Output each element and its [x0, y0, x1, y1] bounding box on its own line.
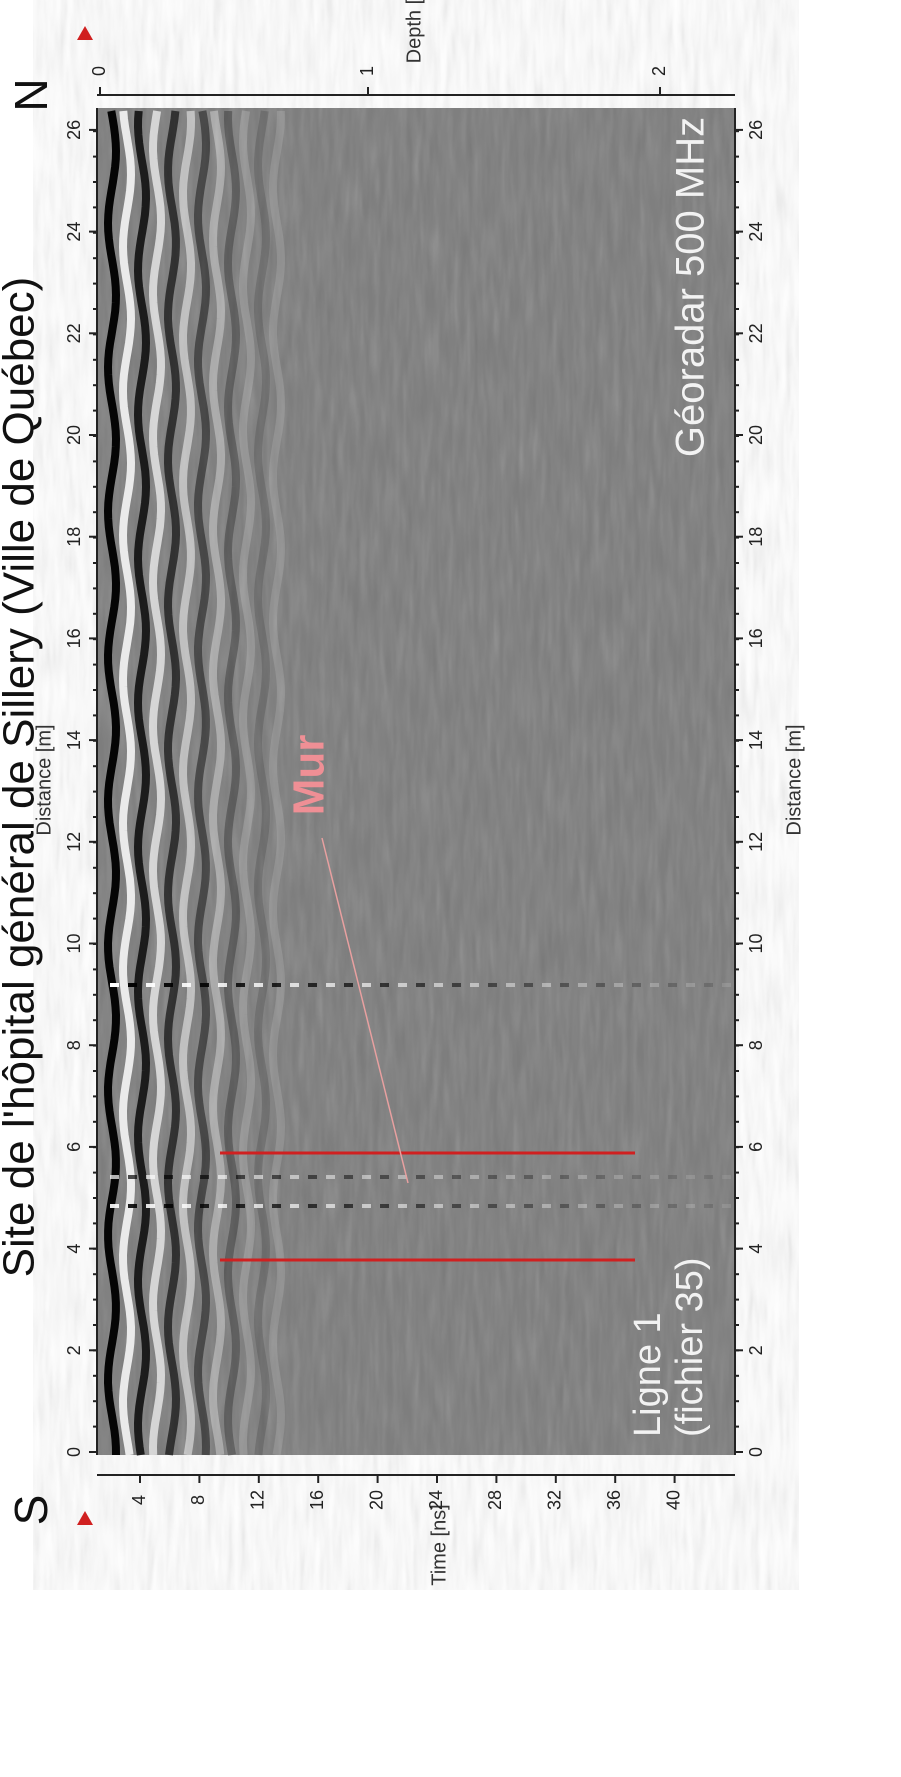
- time-tick-label: 12: [248, 1490, 268, 1510]
- distance-tick-label: 2: [746, 1345, 766, 1355]
- compass-end: N: [5, 78, 57, 111]
- time-tick-label: 20: [366, 1490, 386, 1510]
- distance-label: Distance [m]: [33, 724, 55, 835]
- time-tick-label: 40: [663, 1490, 683, 1510]
- depth-tick-label: 2: [649, 66, 669, 76]
- distance-tick-label: 26: [746, 120, 766, 140]
- feature-label: Mur: [285, 735, 334, 816]
- distance-tick-label: 2: [64, 1345, 84, 1355]
- distance-tick-label: 12: [64, 832, 84, 852]
- line-label: Ligne 1: [627, 1312, 669, 1437]
- time-tick-label: 32: [545, 1490, 565, 1510]
- distance-tick-label: 4: [64, 1244, 84, 1254]
- band: [223, 110, 241, 1456]
- distance-tick-label: 8: [746, 1040, 766, 1050]
- time-tick-label: 24: [426, 1490, 446, 1510]
- title: Site de l'hôpital général de Sillery (Vi…: [0, 277, 44, 1278]
- distance-tick-label: 20: [746, 425, 766, 445]
- marker-triangle: [77, 26, 93, 40]
- line-label: (fichier 35): [669, 1258, 711, 1438]
- pointer-line: [321, 837, 409, 1184]
- band: [148, 110, 166, 1456]
- depth-tick-label: 0: [89, 66, 109, 76]
- depth-tick-label: 1: [357, 66, 377, 76]
- distance-tick-label: 0: [64, 1447, 84, 1457]
- distance-tick-label: 26: [64, 120, 84, 140]
- distance-tick-label: 24: [64, 222, 84, 242]
- distance-tick-label: 14: [64, 730, 84, 750]
- band: [163, 110, 181, 1456]
- distance-tick-label: 10: [746, 933, 766, 953]
- distance-tick-label: 18: [64, 527, 84, 547]
- distance-tick-label: 6: [64, 1142, 84, 1152]
- distance-tick-label: 20: [64, 425, 84, 445]
- time-label: Time [ns]: [428, 1504, 450, 1586]
- depth-label: Depth [m]: [403, 0, 425, 63]
- distance-tick-label: 22: [64, 323, 84, 343]
- band: [253, 110, 271, 1456]
- marker-triangle: [77, 1511, 93, 1525]
- band: [103, 110, 121, 1456]
- time-tick-label: 36: [604, 1490, 624, 1510]
- band: [133, 110, 151, 1456]
- instrument-label: Géoradar 500 MHz: [669, 117, 713, 457]
- time-tick-label: 16: [307, 1490, 327, 1510]
- distance-tick-label: 16: [746, 628, 766, 648]
- radargram-texture: [97, 108, 735, 1455]
- distance-tick-label: 24: [746, 222, 766, 242]
- landscape-figure: Mur Géoradar 500 MHz Ligne 1 (fichier 35…: [0, 0, 805, 1586]
- distance-tick-label: 0: [746, 1447, 766, 1457]
- band: [238, 110, 256, 1456]
- distance-tick-label: 18: [746, 527, 766, 547]
- time-tick-label: 4: [129, 1495, 149, 1505]
- band: [193, 110, 211, 1456]
- distance-tick-label: 8: [64, 1040, 84, 1050]
- distance-tick-label: 6: [746, 1142, 766, 1152]
- time-tick-label: 28: [485, 1490, 505, 1510]
- band: [268, 111, 286, 1456]
- distance-tick-label: 14: [746, 730, 766, 750]
- distance-tick-label: 22: [746, 323, 766, 343]
- distance-tick-label: 12: [746, 832, 766, 852]
- band: [118, 110, 136, 1456]
- band: [208, 110, 226, 1456]
- distance-tick-label: 16: [64, 628, 84, 648]
- reflection-bands: [103, 110, 731, 1456]
- distance-label: Distance [m]: [783, 724, 805, 835]
- compass-start: S: [5, 1495, 57, 1526]
- distance-tick-label: 4: [746, 1244, 766, 1254]
- time-tick-label: 8: [188, 1495, 208, 1505]
- band: [178, 110, 196, 1456]
- distance-tick-label: 10: [64, 933, 84, 953]
